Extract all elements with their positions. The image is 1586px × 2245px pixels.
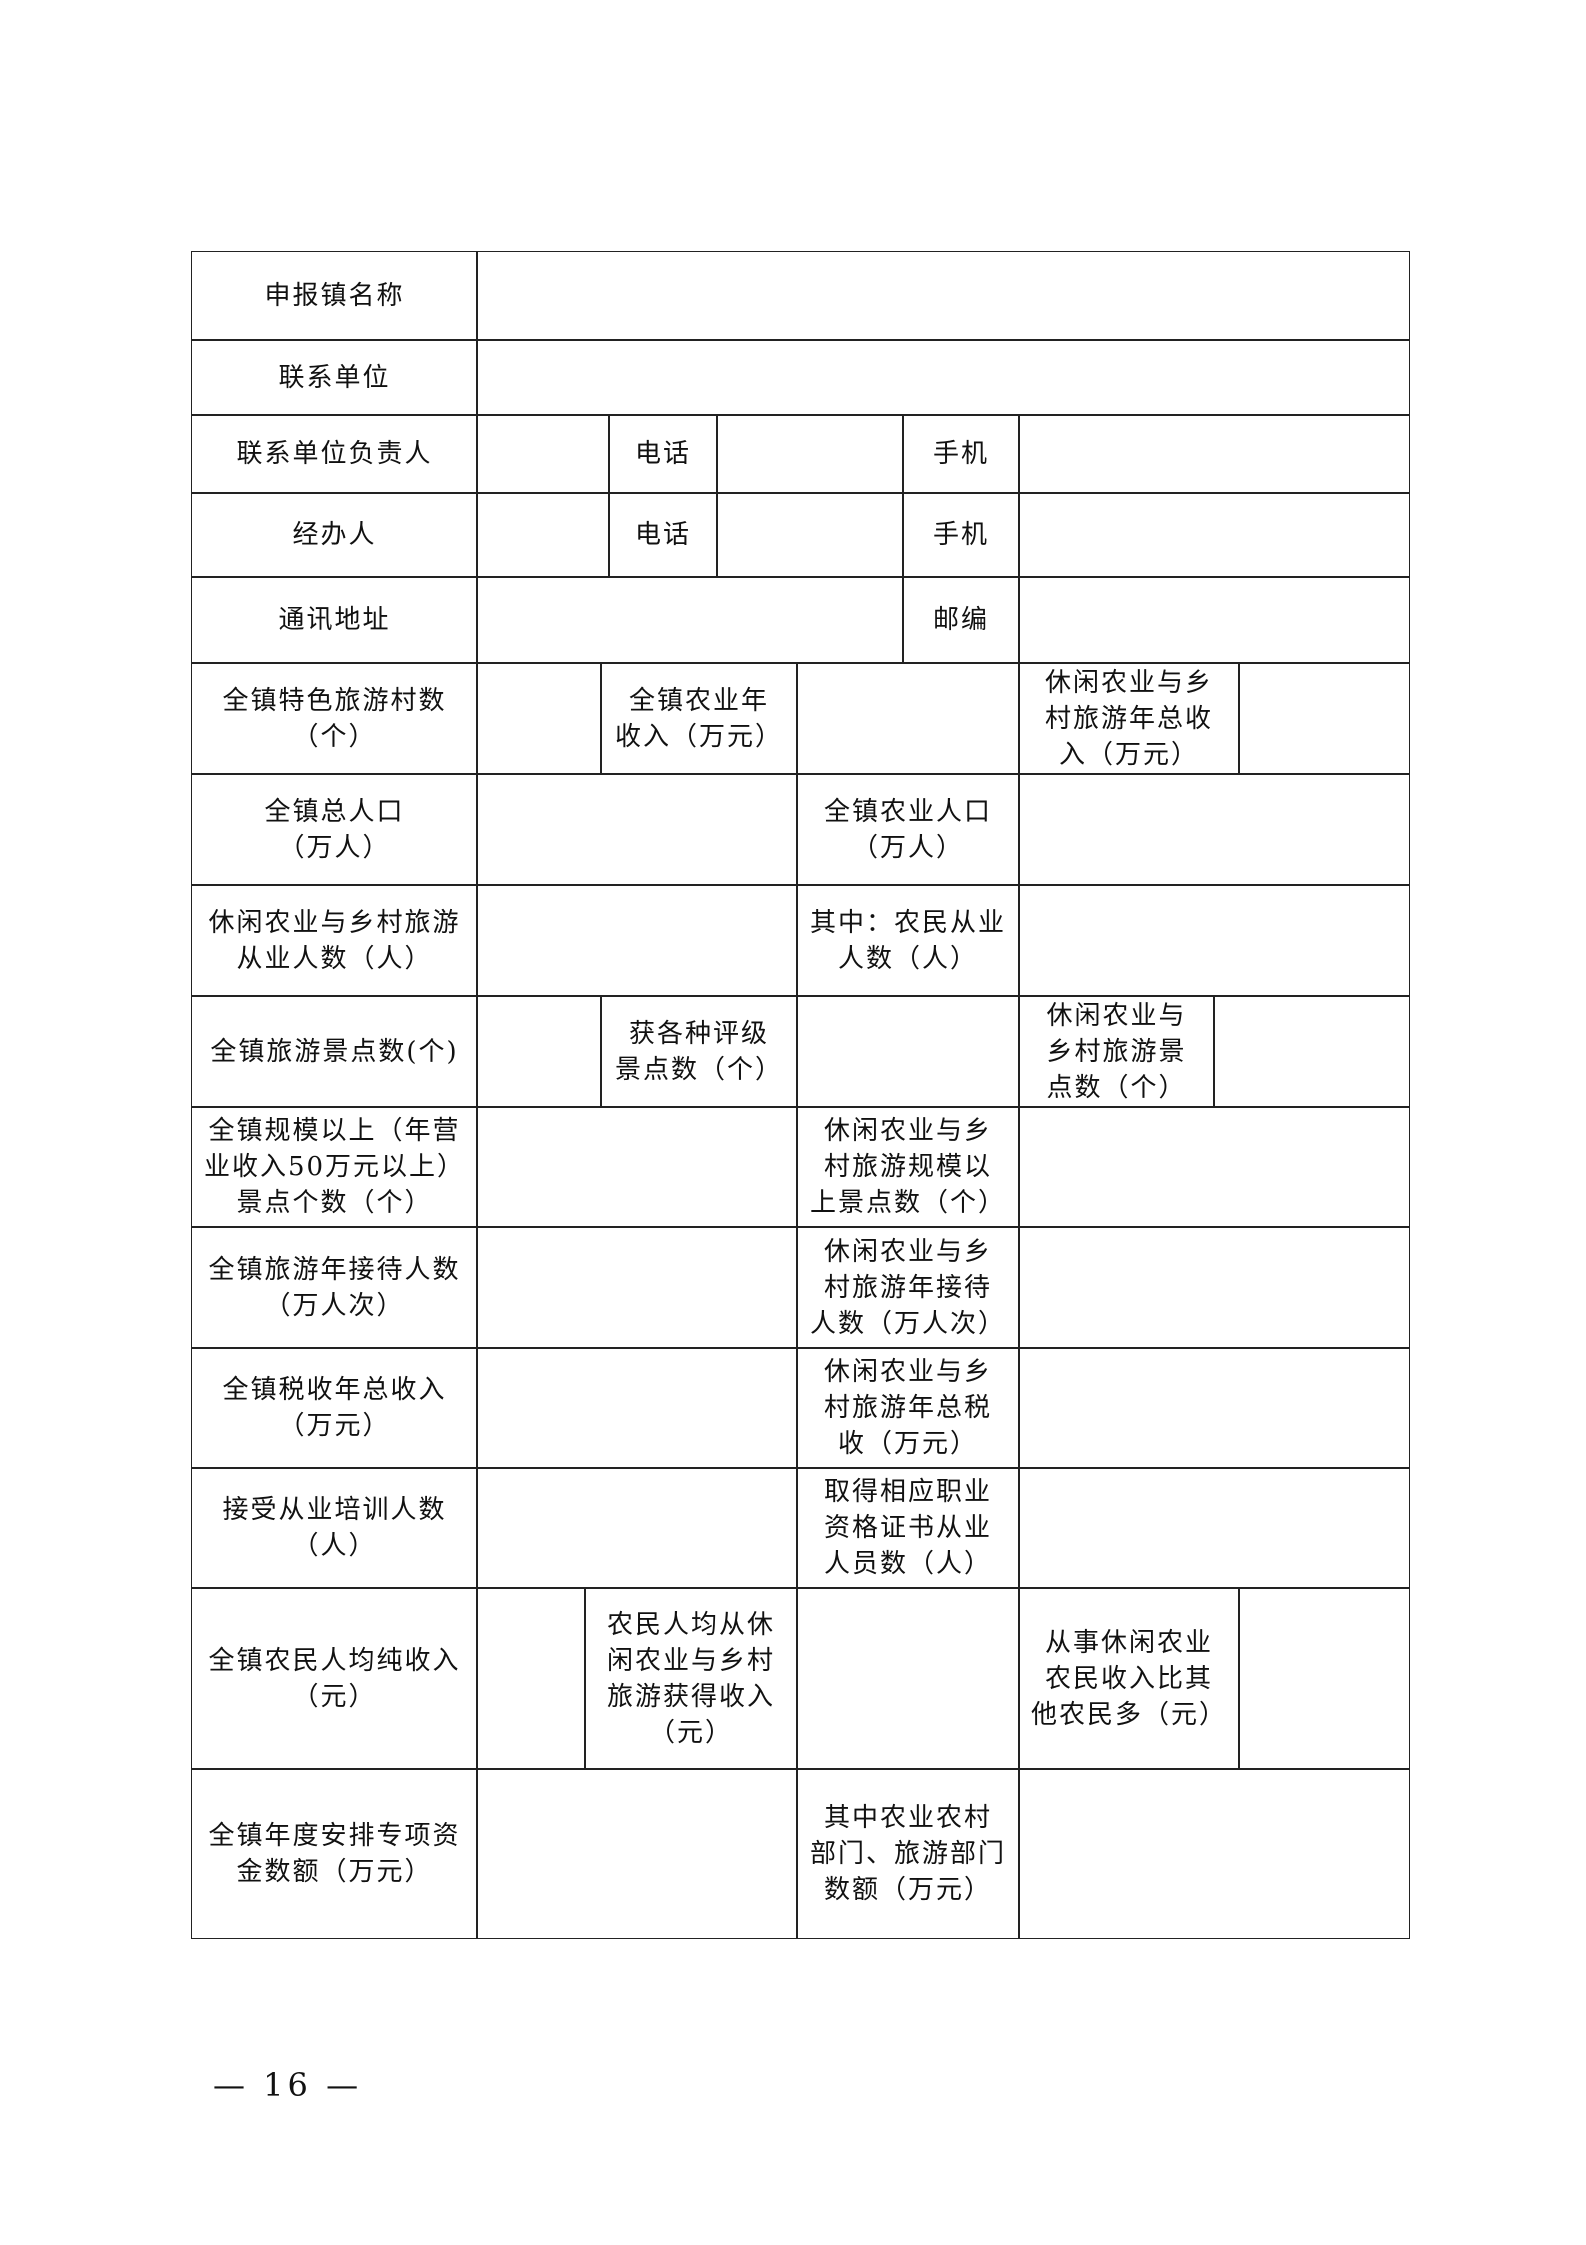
input-cell[interactable] — [1018, 884, 1410, 997]
label-cell: 取得相应职业 资格证书从业 人员数（人） — [796, 1467, 1020, 1589]
input-cell[interactable] — [476, 414, 610, 494]
input-cell[interactable] — [796, 1587, 1020, 1770]
input-cell[interactable] — [796, 662, 1020, 775]
label-cell: 全镇农业人口 （万人） — [796, 773, 1020, 886]
input-cell[interactable] — [1238, 1587, 1410, 1770]
input-cell[interactable] — [476, 1768, 798, 1939]
label-cell: 全镇旅游景点数(个) — [191, 995, 478, 1108]
input-cell[interactable] — [476, 773, 798, 886]
label-cell: 全镇规模以上（年营 业收入50万元以上） 景点个数（个） — [191, 1106, 478, 1228]
label-cell: 全镇农民人均纯收入 （元） — [191, 1587, 478, 1770]
page-number: — 16 — — [213, 2066, 363, 2104]
label-cell: 休闲农业与 乡村旅游景 点数（个） — [1018, 995, 1215, 1108]
input-cell[interactable] — [1018, 1226, 1410, 1349]
label-cell: 其中：农民从业 人数（人） — [796, 884, 1020, 997]
input-cell[interactable] — [1018, 773, 1410, 886]
label-cell: 通讯地址 — [191, 576, 478, 664]
label-cell: 全镇总人口 （万人） — [191, 773, 478, 886]
input-cell[interactable] — [1018, 414, 1410, 494]
label-cell: 农民人均从休 闲农业与乡村 旅游获得收入 （元） — [584, 1587, 798, 1770]
input-cell[interactable] — [1018, 576, 1410, 664]
label-cell: 邮编 — [902, 576, 1020, 664]
input-cell[interactable] — [716, 414, 904, 494]
input-cell[interactable] — [1018, 1768, 1410, 1939]
label-cell: 全镇旅游年接待人数 （万人次） — [191, 1226, 478, 1349]
input-cell[interactable] — [476, 1467, 798, 1589]
input-cell[interactable] — [476, 1587, 586, 1770]
input-cell[interactable] — [1018, 492, 1410, 578]
label-cell: 接受从业培训人数 （人） — [191, 1467, 478, 1589]
input-cell[interactable] — [476, 1226, 798, 1349]
label-cell: 休闲农业与乡 村旅游规模以 上景点数（个） — [796, 1106, 1020, 1228]
input-cell[interactable] — [476, 995, 602, 1108]
input-cell[interactable] — [476, 492, 610, 578]
label-cell: 全镇农业年 收入（万元） — [600, 662, 798, 775]
label-cell: 全镇特色旅游村数 （个） — [191, 662, 478, 775]
label-cell: 其中农业农村 部门、旅游部门 数额（万元） — [796, 1768, 1020, 1939]
label-cell: 全镇年度安排专项资 金数额（万元） — [191, 1768, 478, 1939]
input-cell[interactable] — [476, 1347, 798, 1469]
label-cell: 联系单位负责人 — [191, 414, 478, 494]
input-cell[interactable] — [716, 492, 904, 578]
input-cell[interactable] — [476, 576, 904, 664]
input-cell[interactable] — [1018, 1347, 1410, 1469]
input-cell[interactable] — [476, 1106, 798, 1228]
label-cell: 休闲农业与乡 村旅游年总税 收（万元） — [796, 1347, 1020, 1469]
label-cell: 休闲农业与乡 村旅游年接待 人数（万人次） — [796, 1226, 1020, 1349]
label-cell: 联系单位 — [191, 339, 478, 416]
input-cell[interactable] — [796, 995, 1020, 1108]
input-cell[interactable] — [476, 662, 602, 775]
label-cell: 手机 — [902, 492, 1020, 578]
label-cell: 从事休闲农业 农民收入比其 他农民多（元） — [1018, 1587, 1240, 1770]
label-cell: 经办人 — [191, 492, 478, 578]
label-cell: 休闲农业与乡村旅游 从业人数（人） — [191, 884, 478, 997]
label-cell: 电话 — [608, 414, 718, 494]
input-cell[interactable] — [1213, 995, 1410, 1108]
label-cell: 申报镇名称 — [191, 251, 478, 341]
label-cell: 电话 — [608, 492, 718, 578]
label-cell: 获各种评级 景点数（个） — [600, 995, 798, 1108]
label-cell: 全镇税收年总收入 （万元） — [191, 1347, 478, 1469]
label-cell: 休闲农业与乡 村旅游年总收 入（万元） — [1018, 662, 1240, 775]
label-cell: 手机 — [902, 414, 1020, 494]
input-cell[interactable] — [476, 251, 1410, 341]
input-cell[interactable] — [1018, 1106, 1410, 1228]
input-cell[interactable] — [1018, 1467, 1410, 1589]
input-cell[interactable] — [476, 339, 1410, 416]
input-cell[interactable] — [476, 884, 798, 997]
input-cell[interactable] — [1238, 662, 1410, 775]
